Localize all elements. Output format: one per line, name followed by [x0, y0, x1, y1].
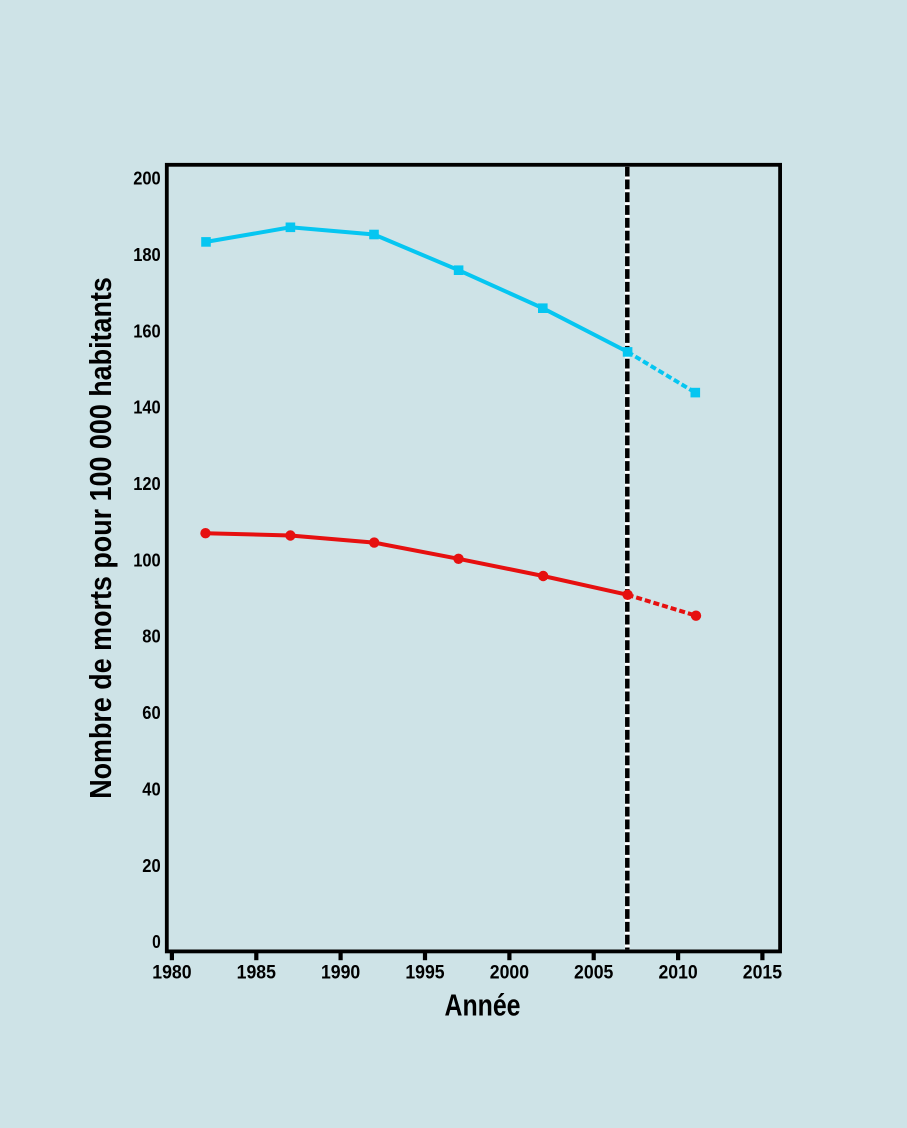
svg-text:1980: 1980 [152, 962, 191, 984]
svg-text:20: 20 [142, 855, 160, 876]
svg-text:60: 60 [142, 702, 160, 723]
svg-text:Nombre de morts pour 100 000 h: Nombre de morts pour 100 000 habitants [83, 277, 118, 799]
svg-text:140: 140 [133, 397, 161, 418]
svg-text:2000: 2000 [490, 962, 529, 984]
svg-text:1995: 1995 [405, 962, 444, 984]
svg-text:2015: 2015 [743, 962, 782, 984]
svg-text:160: 160 [133, 320, 161, 341]
svg-text:2010: 2010 [658, 962, 697, 984]
svg-text:2005: 2005 [574, 962, 613, 984]
svg-text:1985: 1985 [237, 962, 276, 984]
svg-text:0: 0 [152, 931, 161, 952]
svg-text:1990: 1990 [321, 962, 360, 984]
svg-text:80: 80 [142, 626, 160, 647]
svg-text:180: 180 [133, 244, 161, 265]
svg-text:40: 40 [142, 778, 160, 799]
svg-text:100: 100 [133, 549, 161, 570]
svg-text:Année: Année [445, 988, 521, 1023]
svg-text:120: 120 [133, 473, 161, 494]
svg-text:200: 200 [133, 168, 161, 189]
